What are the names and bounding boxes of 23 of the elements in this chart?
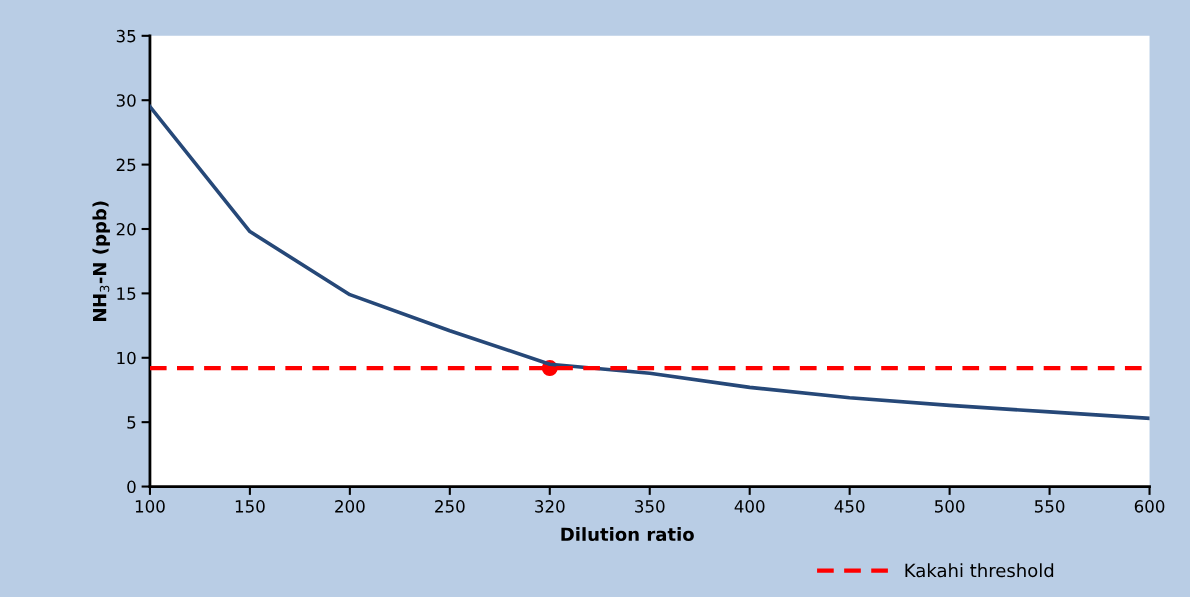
x-axis-title: Dilution ratio (561, 527, 694, 542)
y-tick-label: 20 (116, 222, 136, 236)
x-tick-label: 350 (635, 500, 665, 513)
x-tick-label: 320 (535, 500, 565, 513)
y-tick-label: 30 (116, 94, 136, 107)
y-tick-label: 35 (116, 29, 136, 43)
line-series (149, 104, 1150, 421)
legend-label: Kakahi threshold (905, 563, 1054, 578)
x-tick-label: 100 (135, 500, 165, 513)
x-tick-label: 200 (335, 500, 365, 513)
x-tick-label: 450 (834, 500, 865, 513)
y-tick-label: 5 (127, 416, 136, 429)
y-tick-label: 0 (127, 480, 136, 494)
x-tick-label: 150 (235, 500, 265, 513)
x-tick-label: 550 (1034, 500, 1065, 513)
y-tick-label: 10 (117, 351, 136, 365)
x-tick-label: 600 (1134, 500, 1165, 513)
x-tick-label: 400 (734, 500, 765, 513)
y-tick-label: 25 (116, 158, 136, 172)
x-tick-label: 500 (935, 500, 965, 513)
x-tick-label: 250 (435, 500, 465, 513)
y-axis-title: NH$_{3}$-N (ppb) (92, 201, 110, 321)
y-tick-label: 15 (117, 287, 136, 300)
